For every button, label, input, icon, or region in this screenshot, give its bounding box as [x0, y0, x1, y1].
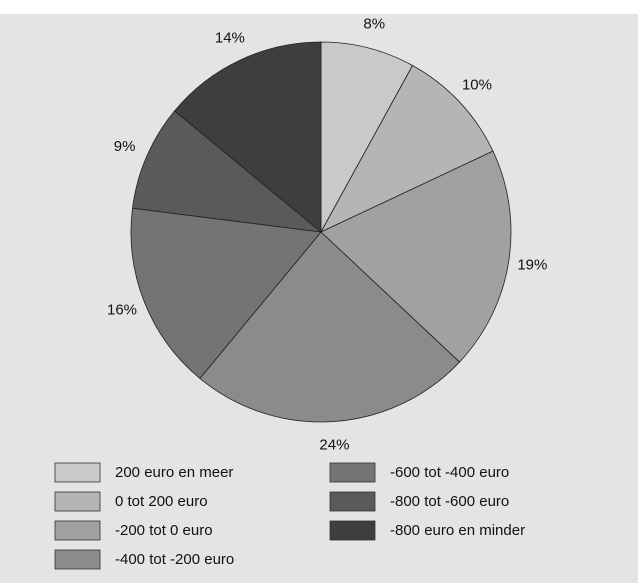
pie-slice — [132, 110, 323, 233]
legend-swatch — [54, 549, 101, 570]
data-label: 19% — [517, 256, 547, 273]
data-label: 24% — [319, 437, 349, 454]
pie-slice — [320, 64, 494, 233]
legend-swatch — [54, 491, 101, 512]
legend-swatch — [329, 520, 376, 541]
legend-label: -800 euro en minder — [390, 522, 525, 539]
legend-label: -200 tot 0 euro — [115, 522, 213, 539]
data-label: 14% — [215, 29, 245, 46]
pie-slice — [174, 41, 322, 233]
legend-swatch — [329, 491, 376, 512]
legend-swatch — [329, 462, 376, 483]
legend-label: 0 tot 200 euro — [115, 493, 208, 510]
legend-label: -600 tot -400 euro — [390, 464, 509, 481]
data-label: 9% — [114, 138, 136, 155]
legend-swatch — [54, 520, 101, 541]
pie-slice — [199, 231, 461, 423]
data-label: 10% — [462, 76, 492, 93]
legend-label: 200 euro en meer — [115, 464, 233, 481]
legend-swatch — [54, 462, 101, 483]
pie-slice — [320, 150, 512, 363]
pie-slice — [130, 207, 322, 379]
pie-slice — [320, 41, 414, 233]
data-label: 16% — [107, 302, 137, 319]
data-label: 8% — [363, 16, 385, 33]
legend-label: -800 tot -600 euro — [390, 493, 509, 510]
legend-label: -400 tot -200 euro — [115, 551, 234, 568]
